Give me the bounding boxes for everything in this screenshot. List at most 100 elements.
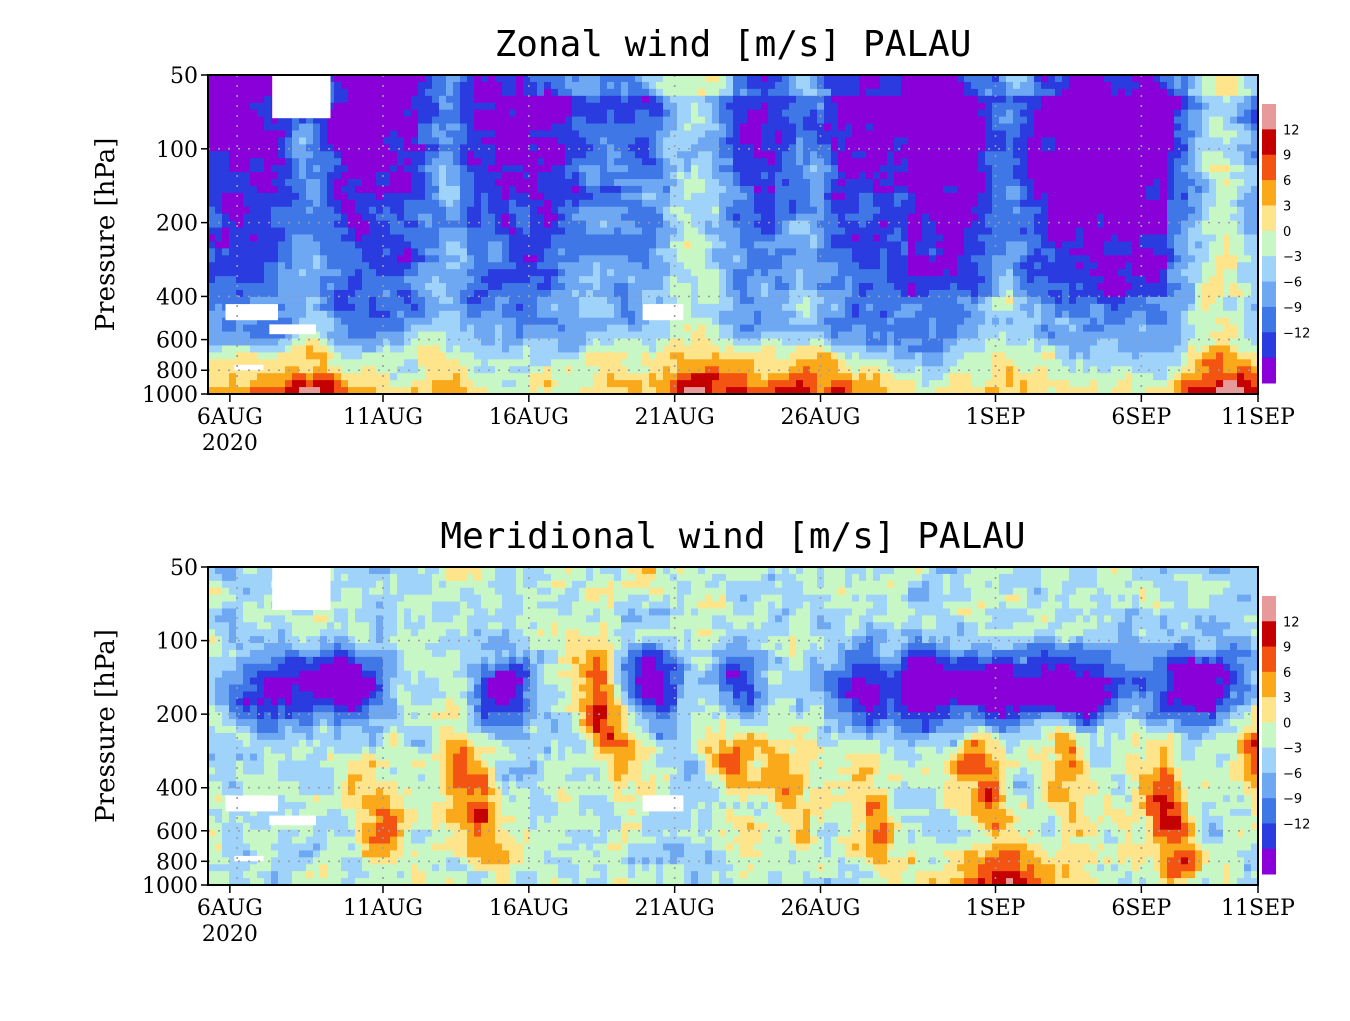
heatmap-cell — [936, 324, 944, 333]
heatmap-cell — [908, 345, 916, 353]
heatmap-cell — [803, 109, 811, 118]
heatmap-cell — [327, 380, 335, 388]
heatmap-cell — [530, 241, 538, 249]
heatmap-cell — [607, 303, 615, 312]
heatmap-cell — [894, 255, 902, 263]
heatmap-cell — [754, 81, 762, 90]
heatmap-cell — [467, 81, 475, 90]
heatmap-cell — [894, 289, 902, 298]
heatmap-cell — [621, 213, 629, 222]
heatmap-cell — [649, 151, 657, 159]
heatmap-cell — [838, 241, 846, 249]
heatmap-cell — [488, 137, 496, 145]
heatmap-cell — [663, 255, 671, 263]
heatmap-cell — [530, 255, 538, 263]
heatmap-cell — [285, 276, 293, 284]
heatmap-cell — [586, 116, 594, 125]
heatmap-cell — [278, 373, 286, 381]
heatmap-cell — [852, 165, 860, 173]
heatmap-cell — [579, 262, 587, 270]
heatmap-cell — [544, 130, 552, 139]
heatmap-cell — [215, 102, 223, 111]
heatmap-cell — [348, 283, 356, 291]
heatmap-cell — [656, 248, 664, 256]
heatmap-cell — [551, 359, 559, 367]
heatmap-cell — [530, 317, 538, 326]
heatmap-cell — [712, 144, 720, 152]
heatmap-cell — [243, 213, 251, 222]
heatmap-cell — [789, 345, 797, 353]
heatmap-cell — [313, 296, 321, 305]
heatmap-cell — [537, 102, 545, 111]
heatmap-cell — [502, 303, 510, 312]
heatmap-cell — [439, 387, 447, 394]
heatmap-cell — [922, 352, 930, 360]
heatmap-cell — [425, 102, 433, 111]
heatmap-cell — [404, 88, 412, 97]
heatmap-cell — [460, 185, 468, 194]
heatmap-cell — [404, 289, 412, 298]
heatmap-cell — [817, 276, 825, 284]
heatmap-cell — [355, 179, 363, 187]
heatmap-cell — [642, 95, 650, 104]
heatmap-cell — [334, 220, 342, 229]
heatmap-cell — [446, 387, 454, 394]
heatmap-cell — [754, 296, 762, 305]
heatmap-cell — [383, 380, 391, 388]
heatmap-cell — [236, 241, 244, 249]
heatmap-cell — [796, 165, 804, 173]
heatmap-cell — [390, 241, 398, 249]
heatmap-cell — [355, 352, 363, 360]
heatmap-cell — [593, 102, 601, 111]
heatmap-cell — [789, 276, 797, 284]
heatmap-cell — [446, 158, 454, 166]
heatmap-cell — [768, 373, 776, 381]
heatmap-cell — [411, 116, 419, 125]
heatmap-cell — [929, 185, 937, 194]
heatmap-cell — [782, 248, 790, 256]
heatmap-cell — [586, 206, 594, 215]
heatmap-cell — [488, 192, 496, 201]
heatmap-cell — [432, 95, 440, 104]
heatmap-cell — [341, 206, 349, 215]
heatmap-cell — [824, 310, 832, 319]
heatmap-cell — [285, 158, 293, 166]
heatmap-cell — [936, 331, 944, 340]
heatmap-cell — [747, 109, 755, 118]
heatmap-cell — [397, 179, 405, 187]
heatmap-cell — [404, 137, 412, 145]
heatmap-cell — [600, 81, 608, 90]
heatmap-cell — [691, 373, 699, 381]
heatmap-cell — [341, 310, 349, 319]
heatmap-cell — [922, 123, 930, 132]
heatmap-cell — [859, 158, 867, 166]
heatmap-cell — [789, 151, 797, 159]
heatmap-cell — [425, 262, 433, 270]
heatmap-cell — [747, 255, 755, 263]
heatmap-cell — [257, 380, 265, 388]
heatmap-cell — [754, 248, 762, 256]
heatmap-cell — [411, 206, 419, 215]
heatmap-cell — [649, 262, 657, 270]
heatmap-cell — [733, 151, 741, 159]
heatmap-cell — [782, 165, 790, 173]
heatmap-cell — [698, 75, 706, 83]
heatmap-cell — [446, 296, 454, 305]
heatmap-cell — [306, 262, 314, 270]
heatmap-cell — [313, 116, 321, 125]
heatmap-cell — [621, 283, 629, 291]
heatmap-cell — [460, 220, 468, 229]
heatmap-cell — [866, 158, 874, 166]
heatmap-cell — [446, 172, 454, 180]
heatmap-cell — [278, 345, 286, 353]
heatmap-cell — [754, 269, 762, 277]
heatmap-cell — [537, 338, 545, 347]
heatmap-cell — [313, 123, 321, 132]
heatmap-cell — [285, 213, 293, 222]
heatmap-cell — [712, 151, 720, 159]
heatmap-cell — [901, 359, 909, 367]
heatmap-cell — [859, 151, 867, 159]
heatmap-cell — [215, 109, 223, 118]
heatmap-cell — [761, 144, 769, 152]
heatmap-cell — [355, 81, 363, 90]
